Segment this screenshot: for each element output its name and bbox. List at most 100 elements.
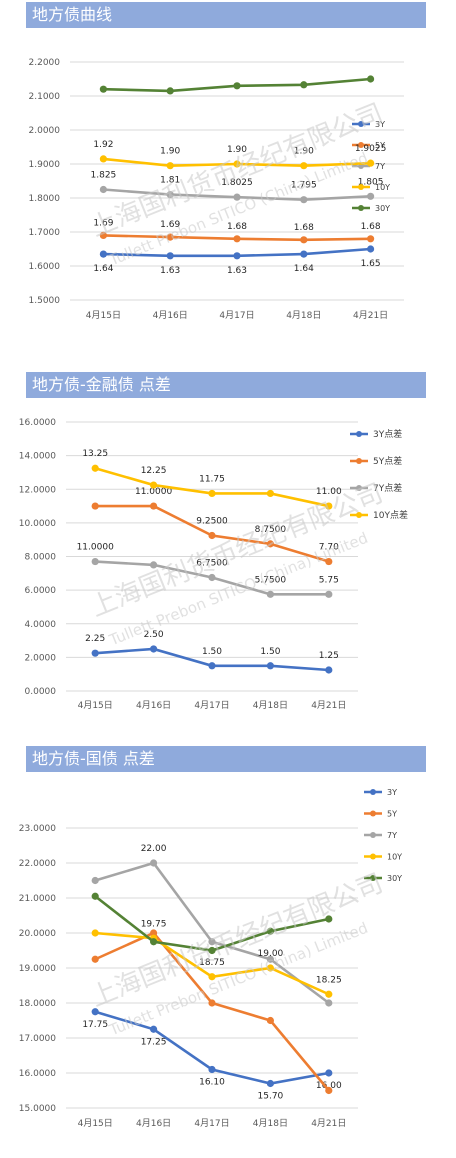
- data-point: [208, 573, 216, 582]
- y-tick-label: 0.0000: [25, 687, 57, 697]
- y-tick-label: 2.0000: [25, 653, 57, 663]
- data-point: [99, 85, 107, 93]
- data-label: 2.50: [144, 630, 164, 640]
- data-point: [208, 938, 216, 946]
- data-point: [91, 464, 99, 472]
- y-tick-label: 8.0000: [25, 553, 57, 563]
- chart-3-svg: 15.0000 16.0000 17.0000 18.0000 19.0000 20.00…: [19, 788, 402, 1129]
- data-point: [300, 81, 308, 89]
- x-tick-label: 4月17日: [194, 700, 229, 711]
- chart-panel-3: 地方债-国债 点差 15.0000 16.0000 17.0000 18.0000 19…: [0, 744, 456, 1158]
- x-tick-label: 4月15日: [78, 1118, 113, 1129]
- data-label: 12.25: [141, 466, 167, 476]
- y-tick-label: 14.0000: [19, 452, 56, 462]
- data-point: [208, 489, 216, 498]
- data-label: 1.825: [91, 171, 117, 181]
- data-point: [99, 155, 107, 163]
- data-label: 7.70: [319, 543, 339, 553]
- data-point: [367, 192, 375, 200]
- data-point: [150, 481, 158, 489]
- data-point: [325, 666, 333, 674]
- legend-marker: [358, 205, 364, 211]
- data-point: [300, 162, 308, 170]
- data-label: 17.75: [82, 1020, 108, 1030]
- legend-label: 10Y点差: [373, 509, 408, 521]
- data-label: 1.68: [361, 222, 381, 232]
- data-point: [166, 87, 174, 95]
- data-point: [325, 502, 333, 510]
- data-label: 1.63: [227, 266, 247, 276]
- x-tick-label: 4月18日: [253, 700, 288, 711]
- y-tick-label: 12.0000: [19, 485, 56, 495]
- legend-label: 7Y: [375, 162, 385, 171]
- x-tick-label: 4月15日: [78, 700, 113, 711]
- legend-marker: [370, 832, 376, 838]
- data-point: [233, 235, 241, 243]
- data-point: [91, 892, 99, 900]
- data-label: 18.25: [316, 975, 342, 985]
- y-tick-label: 18.0000: [19, 999, 56, 1009]
- y-tick-label: 1.7000: [29, 228, 61, 238]
- data-label: 1.64: [93, 264, 113, 274]
- legend-marker: [358, 142, 364, 148]
- legend-label: 5Y点差: [373, 455, 402, 467]
- legend-marker: [370, 789, 376, 795]
- data-point: [325, 915, 333, 923]
- data-point: [166, 162, 174, 170]
- data-label: 1.90: [227, 145, 247, 155]
- data-label: 1.805: [358, 177, 384, 187]
- data-point: [300, 236, 308, 244]
- legend-label: 10Y: [387, 853, 402, 862]
- legend-label: 3Y: [387, 788, 397, 797]
- x-tick-label: 4月17日: [219, 310, 254, 321]
- x-tick-label: 4月18日: [286, 310, 321, 321]
- data-point: [91, 929, 99, 937]
- chart-1-svg: 1.5000 1.6000 1.7000 1.8000 1.9000 2.0000 2.10…: [29, 58, 404, 321]
- y-tick-label: 10.0000: [19, 519, 56, 529]
- x-tick-label: 4月17日: [194, 1118, 229, 1129]
- data-label: 11.0000: [135, 487, 172, 497]
- data-point: [99, 185, 107, 194]
- data-label: 1.90: [160, 147, 180, 157]
- data-point: [166, 233, 174, 241]
- y-tick-label: 2.1000: [29, 92, 61, 102]
- legend-label: 7Y: [387, 831, 397, 840]
- data-point: [208, 946, 216, 955]
- data-label: 19.75: [141, 919, 167, 929]
- data-label: 1.795: [291, 181, 317, 191]
- data-point: [233, 82, 241, 90]
- data-label: 19.00: [258, 949, 284, 959]
- x-tick-label: 4月16日: [136, 1118, 171, 1129]
- data-point: [266, 590, 274, 598]
- data-point: [325, 557, 333, 566]
- x-tick-label: 4月21日: [311, 1118, 346, 1129]
- data-label: 1.25: [319, 651, 339, 661]
- data-label: 5.7500: [255, 575, 287, 585]
- legend-marker: [370, 875, 376, 881]
- y-tick-label: 19.0000: [19, 964, 56, 974]
- data-point: [208, 662, 216, 670]
- data-point: [150, 561, 158, 569]
- data-point: [300, 250, 308, 258]
- data-label: 1.69: [93, 218, 113, 228]
- data-label: 6.7500: [196, 559, 228, 569]
- data-label: 9.2500: [196, 516, 228, 526]
- data-point: [266, 955, 274, 963]
- data-label: 1.8025: [221, 178, 253, 188]
- data-point: [150, 938, 158, 946]
- legend-label: 5Y: [387, 810, 397, 819]
- data-label: 1.50: [202, 647, 222, 657]
- data-label: 11.00: [316, 487, 342, 497]
- data-point: [150, 1025, 158, 1033]
- data-point: [91, 649, 99, 657]
- y-tick-label: 2.2000: [29, 58, 61, 68]
- data-point: [208, 973, 216, 981]
- data-point: [91, 955, 99, 963]
- legend-label: 3Y: [375, 120, 385, 129]
- y-tick-label: 1.8000: [29, 194, 61, 204]
- data-point: [325, 1086, 333, 1095]
- y-tick-label: 1.5000: [29, 296, 61, 306]
- legend-marker: [356, 485, 362, 491]
- chart-panel-1: 地方债曲线 1.5000 1.6000 1.7000 1.8000 1.9000 2.00…: [0, 0, 456, 340]
- x-tick-label: 4月16日: [153, 310, 188, 321]
